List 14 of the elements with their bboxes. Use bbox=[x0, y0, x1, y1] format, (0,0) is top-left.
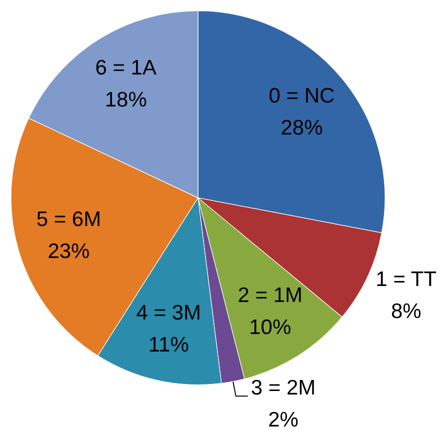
slice-label: 3 = 2M bbox=[250, 376, 316, 400]
data-label: 10% bbox=[249, 316, 292, 339]
slice-label: 1 = TT bbox=[376, 268, 437, 292]
data-label: 23% bbox=[48, 240, 90, 263]
data-label: 8% bbox=[390, 300, 422, 324]
data-label: 18% bbox=[104, 88, 147, 112]
slice-label: 2 = 1M bbox=[238, 284, 303, 307]
data-label: 2% bbox=[268, 408, 298, 430]
slice-label: 5 = 6M bbox=[36, 208, 102, 231]
data-label: 28% bbox=[280, 116, 323, 140]
slice-label: 6 = 1A bbox=[95, 56, 157, 80]
data-label: 11% bbox=[148, 334, 189, 357]
slice-label: 4 = 3M bbox=[136, 302, 202, 325]
slice-label: 0 = NC bbox=[268, 84, 335, 108]
